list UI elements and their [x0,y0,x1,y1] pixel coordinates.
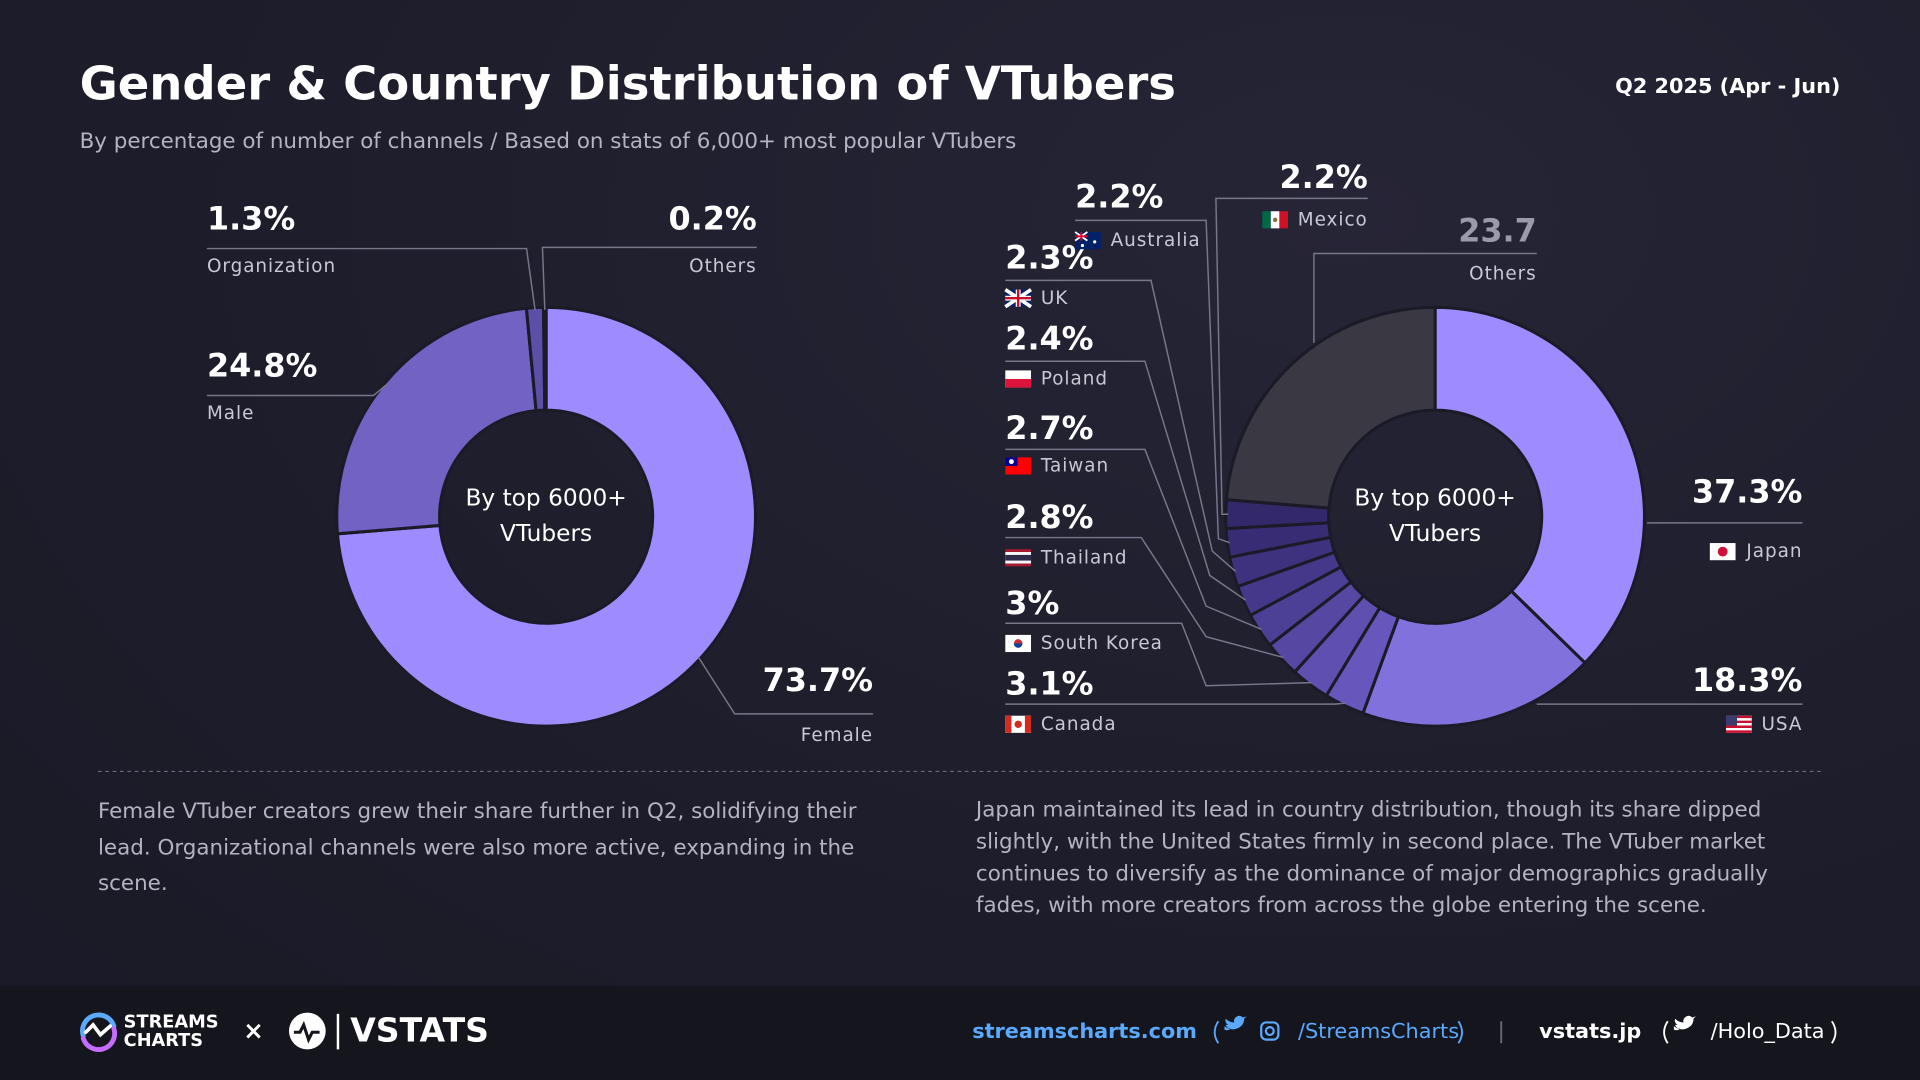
separator: × [243,1016,264,1045]
category-label: Male [207,403,254,424]
category-label: Others [1469,263,1537,284]
flag-part [1717,546,1728,557]
period: Q2 2025 (Apr - Jun) [1615,74,1840,98]
category-label: Mexico [1298,209,1368,230]
leader-line [206,383,388,397]
flag-part [1014,720,1022,728]
value-label: 18.3% [1692,661,1802,699]
category-label: South Korea [1041,633,1163,654]
flag-part [1262,211,1271,229]
leader-line [1005,536,1284,659]
twitter-icon[interactable] [1673,1015,1696,1031]
note: Japan maintained its lead in country dis… [975,798,1768,919]
value-label: 2.4% [1005,319,1093,357]
twitter-icon[interactable] [1224,1015,1247,1031]
brand-line: CHARTS [124,1031,203,1051]
value-label: 2.8% [1005,498,1093,536]
brand-line: STREAMS [124,1012,219,1032]
handle[interactable]: /Holo_Data [1711,1019,1825,1043]
donut-slice [335,306,538,536]
donut-slice [541,305,548,412]
category-label: Japan [1745,541,1802,562]
site-link[interactable]: streamscharts.com [972,1019,1197,1043]
donut-slice [1360,588,1588,728]
category-label: Organization [207,256,336,277]
value-label: 2.2% [1279,158,1367,196]
paren [1457,1020,1463,1044]
leader-line [1005,360,1247,601]
leader-line [1005,622,1312,687]
paren [1663,1020,1669,1044]
flag-part [1005,378,1032,388]
category-label: Thailand [1040,547,1128,568]
donut-slice [335,305,757,728]
donut-slice [1433,305,1646,666]
vstats-icon [288,1012,326,1050]
flag-part [1005,715,1012,733]
streams-charts-icon [80,1012,118,1052]
value-label: 24.8% [207,346,317,384]
value-label: 3% [1005,584,1059,622]
flag-part [1075,232,1088,241]
flag-part [1279,211,1288,229]
note: Female VTuber creators grew their share … [97,799,857,897]
flag-part [1726,715,1738,726]
paren [1831,1020,1837,1044]
value-label: 1.3% [207,199,295,237]
leader-line [541,246,757,310]
leader-line [1005,279,1236,572]
title: Gender & Country Distribution of VTubers [80,56,1176,110]
flag-part [1272,217,1278,222]
value-label: 37.3% [1692,472,1802,510]
center-label: By top 6000+ VTubers [465,484,627,548]
category-label: USA [1762,714,1803,735]
value-label: 73.7% [763,661,873,699]
paren [1213,1020,1220,1044]
value-label: 2.2% [1075,177,1163,215]
value-label: 0.2% [668,199,756,237]
leader-line [1075,219,1231,544]
category-label: Australia [1111,230,1201,251]
subtitle: By percentage of number of channels / Ba… [80,129,1017,154]
handle[interactable]: /StreamsCharts [1298,1019,1459,1043]
center-label: By top 6000+ VTubers [1354,484,1516,548]
flag-part [1024,715,1032,733]
category-label: Canada [1041,714,1117,735]
instagram-icon-lens [1264,1025,1275,1037]
value-label: 23.7 [1458,212,1537,250]
category-label: Female [801,725,873,746]
category-label: Others [689,256,757,277]
partner: VSTATS [350,1011,489,1050]
category-label: Poland [1041,369,1108,390]
category-label: Taiwan [1040,456,1109,477]
vstats-icon-pulse [293,1020,320,1044]
leader-line [1313,252,1537,343]
leader-line [1005,448,1262,630]
site-link[interactable]: vstats.jp [1539,1019,1641,1043]
flag-part [1008,459,1014,465]
instagram-icon[interactable] [1260,1021,1280,1041]
flag-part [1093,240,1097,244]
value-label: 3.1% [1005,665,1093,703]
flag-part [1080,243,1085,248]
flag-part [1013,643,1023,648]
flag-part [1005,554,1032,561]
flag-part [1005,289,1032,307]
value-label: 2.7% [1005,409,1093,447]
donut-slice [1224,305,1437,510]
leader-line [697,656,874,715]
category-label: UK [1041,288,1068,309]
leader-line [206,247,536,311]
leader-line [1005,702,1346,705]
leader-line [1215,197,1368,516]
